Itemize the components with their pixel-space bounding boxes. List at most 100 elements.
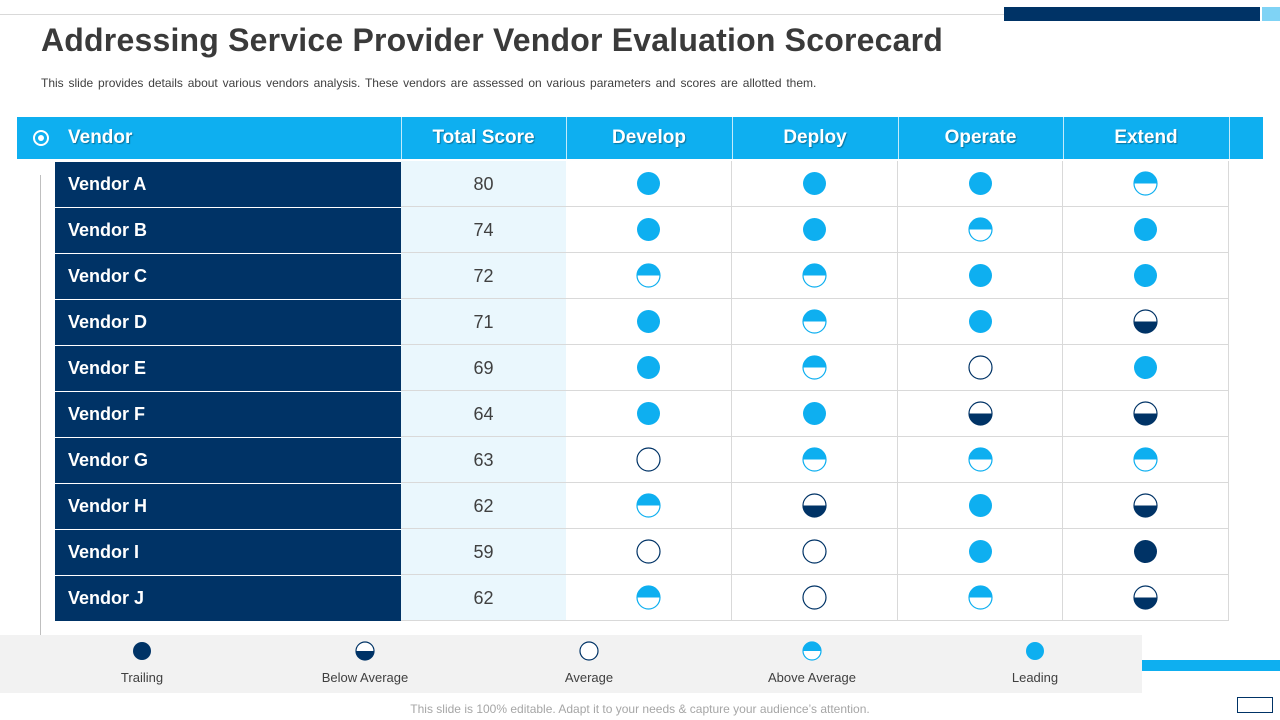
rating-cell-deploy [732, 391, 898, 437]
header-divider [401, 117, 402, 159]
header-operate: Operate [944, 127, 1017, 148]
leading-rating-icon [802, 171, 827, 196]
rating-cell-deploy [732, 345, 898, 391]
vendor-name: Vendor J [55, 576, 401, 621]
leading-rating-icon [1025, 641, 1045, 661]
rating-cell-develop [566, 437, 732, 483]
table-row: Vendor I 59 [55, 529, 1229, 575]
table-row: Vendor B 74 [55, 207, 1229, 253]
top-accent-bar-light [1262, 7, 1280, 21]
legend-label: Below Average [321, 670, 409, 685]
timeline-line [40, 175, 41, 655]
leading-rating-icon [636, 171, 661, 196]
legend-item-trailing: Trailing [72, 635, 212, 693]
rating-cell-operate [898, 161, 1063, 207]
above-average-rating-icon [967, 447, 993, 472]
vendor-name: Vendor F [55, 392, 401, 437]
above-average-rating-icon [636, 493, 661, 518]
table-row: Vendor G 63 [55, 437, 1229, 483]
average-rating-icon [802, 585, 827, 610]
total-score: 63 [401, 437, 566, 483]
rating-cell-operate [898, 207, 1063, 253]
table-row: Vendor H 62 [55, 483, 1229, 529]
rating-cell-operate [898, 253, 1063, 299]
footer-note: This slide is 100% editable. Adapt it to… [410, 702, 870, 716]
leading-rating-icon [636, 217, 661, 242]
rating-cell-deploy [732, 207, 898, 253]
total-score: 74 [401, 207, 566, 253]
header-divider [566, 117, 567, 159]
rating-cell-develop [566, 345, 732, 391]
rating-cell-develop [566, 161, 732, 207]
slide-subtitle: This slide provides details about variou… [41, 76, 817, 90]
rating-cell-extend [1063, 161, 1229, 207]
slide-title: Addressing Service Provider Vendor Evalu… [41, 22, 943, 58]
rating-cell-operate [898, 391, 1063, 437]
table-header-bar [17, 117, 1263, 159]
rating-cell-operate [898, 437, 1063, 483]
above-average-rating-icon [802, 309, 827, 334]
leading-rating-icon [968, 263, 993, 288]
above-average-rating-icon [967, 585, 993, 610]
rating-cell-operate [898, 529, 1063, 575]
rating-cell-deploy [732, 437, 898, 483]
below-average-rating-icon [1133, 309, 1158, 334]
legend-item-above-average: Above Average [742, 635, 882, 693]
vendor-name: Vendor H [55, 484, 401, 529]
average-rating-icon [636, 539, 661, 564]
table-row: Vendor F 64 [55, 391, 1229, 437]
leading-rating-icon [636, 401, 661, 426]
rating-cell-develop [566, 575, 732, 621]
legend-label: Average [564, 670, 614, 685]
leading-rating-icon [802, 217, 827, 242]
header-extend: Extend [1114, 127, 1178, 148]
rating-cell-extend [1063, 529, 1229, 575]
total-score: 80 [401, 161, 566, 207]
above-average-rating-icon [802, 263, 827, 288]
above-average-rating-icon [636, 585, 661, 610]
rating-cell-deploy [732, 299, 898, 345]
header-vendor: Vendor [68, 127, 133, 148]
above-average-rating-icon [1133, 171, 1158, 196]
vendor-name: Vendor B [55, 208, 401, 253]
header-divider [1063, 117, 1064, 159]
table-row: Vendor C 72 [55, 253, 1229, 299]
rating-cell-extend [1063, 345, 1229, 391]
rating-cell-develop [566, 253, 732, 299]
trailing-rating-icon [1133, 539, 1158, 564]
rating-cell-develop [566, 529, 732, 575]
rating-cell-extend [1063, 253, 1229, 299]
legend-label: Trailing [120, 670, 164, 685]
vendor-name: Vendor E [55, 346, 401, 391]
leading-rating-icon [968, 493, 993, 518]
leading-rating-icon [802, 401, 827, 426]
legend-item-average: Average [519, 635, 659, 693]
rating-cell-extend [1063, 575, 1229, 621]
vendor-name: Vendor G [55, 438, 401, 483]
above-average-rating-icon [802, 447, 827, 472]
table-row: Vendor E 69 [55, 345, 1229, 391]
vendor-name: Vendor A [55, 162, 401, 207]
table-row: Vendor A 80 [55, 161, 1229, 207]
rating-cell-develop [566, 483, 732, 529]
legend-item-leading: Leading [965, 635, 1105, 693]
average-rating-icon [802, 539, 827, 564]
rating-cell-extend [1063, 437, 1229, 483]
leading-rating-icon [1133, 355, 1158, 380]
rating-cell-deploy [732, 529, 898, 575]
top-divider [0, 14, 1004, 15]
total-score: 64 [401, 391, 566, 437]
leading-rating-icon [968, 539, 993, 564]
leading-rating-icon [636, 309, 661, 334]
below-average-rating-icon [1133, 585, 1158, 610]
radio-icon [33, 130, 49, 146]
rating-cell-develop [566, 207, 732, 253]
top-accent-bar [1004, 7, 1260, 21]
leading-rating-icon [1133, 217, 1158, 242]
below-average-rating-icon [967, 401, 993, 426]
average-rating-icon [579, 641, 599, 661]
header-total-score: Total Score [432, 127, 535, 148]
average-rating-icon [967, 355, 993, 380]
leading-rating-icon [1133, 263, 1158, 288]
average-rating-icon [636, 447, 661, 472]
